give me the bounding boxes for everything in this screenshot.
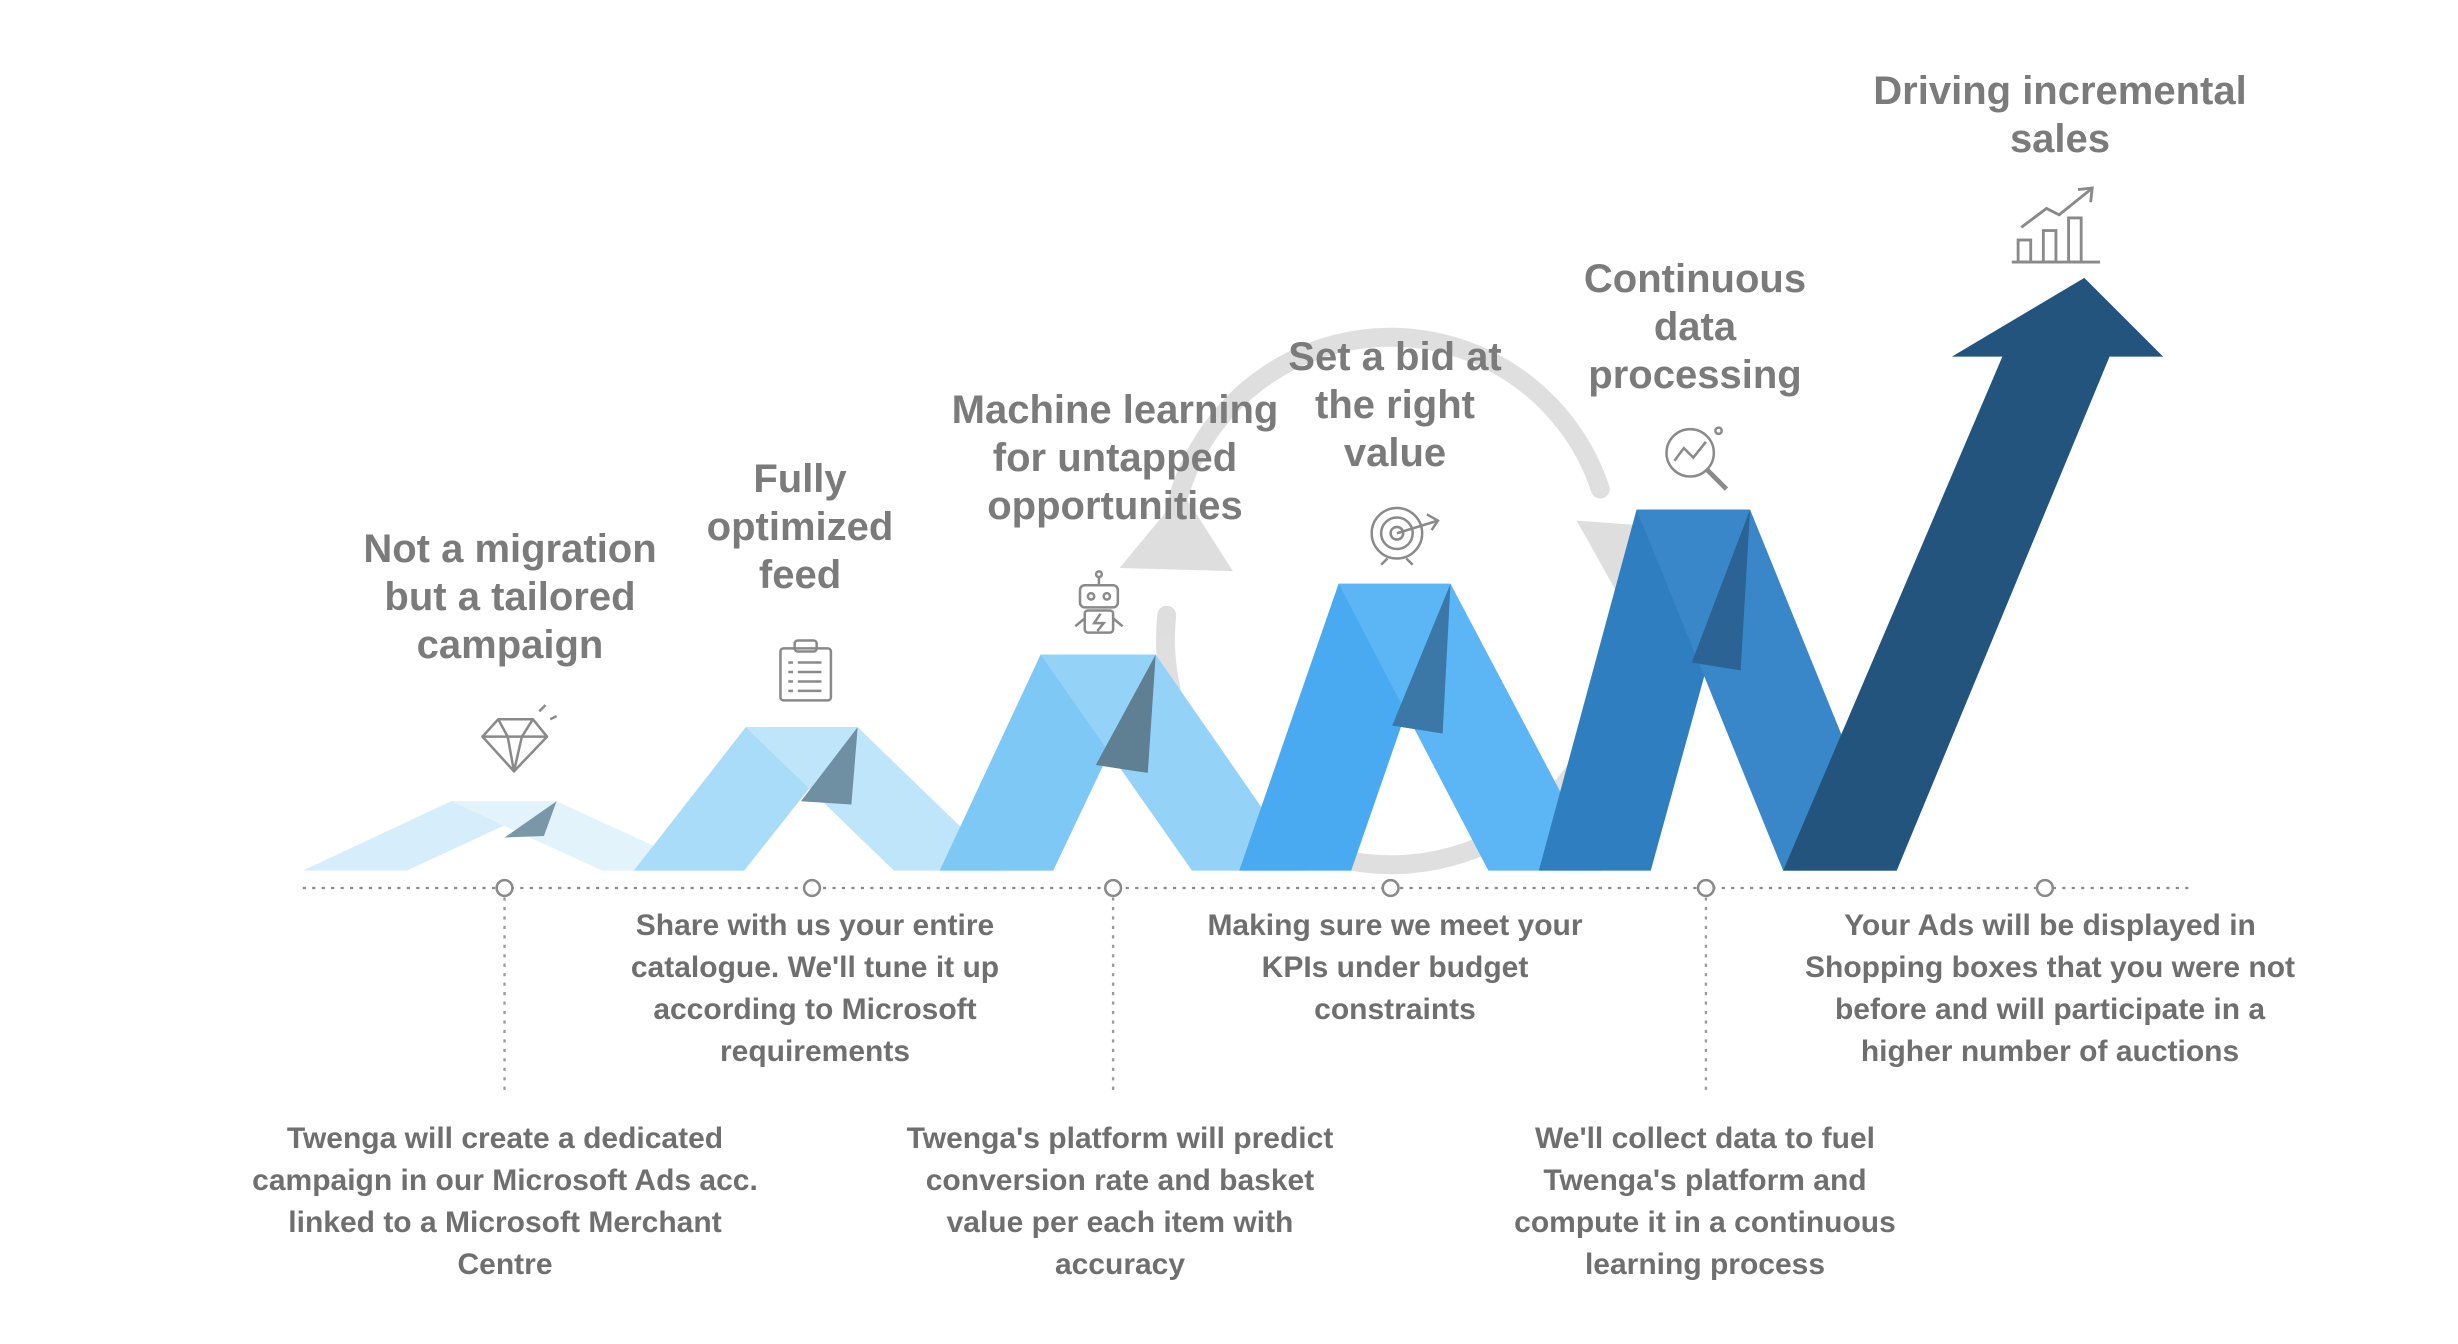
step-5-title: Continuous data processing [1583,257,1807,397]
step-2-title: Fully optimized feed [706,457,894,597]
diamond-icon [481,704,558,773]
magnifier-chart-icon [1665,426,1729,491]
step-4-description: Making sure we meet your KPIs under budg… [1207,909,1583,1026]
step-1-title: Not a migration but a tailored campaign [363,527,657,667]
step-3-zigzag [939,654,1306,871]
step-6-description: Your Ads will be displayed in Shopping b… [1804,909,2296,1068]
timeline-marker-2 [802,878,822,898]
growth-chart-icon [2011,186,2101,264]
step-2-description: Share with us your entire catalogue. We'… [630,909,1000,1068]
timeline-marker-5 [1696,878,1716,898]
clipboard-icon [779,639,833,702]
timeline-marker-6 [2035,878,2055,898]
robot-icon [1074,570,1124,634]
step-2-zigzag [633,727,1006,871]
step-3-description: Twenga's platform will predict conversio… [906,1122,1334,1281]
step-4-title: Set a bid at the right value [1288,335,1502,475]
timeline-markers [495,878,2055,898]
step-5-description: We'll collect data to fuel Twenga's plat… [1514,1122,1896,1281]
step-1-description: Twenga will create a dedicated campaign … [252,1122,758,1281]
timeline-marker-3 [1103,878,1123,898]
step-4-zigzag [1239,583,1602,871]
timeline-marker-1 [495,878,514,898]
step-1-zigzag [302,801,708,871]
step-3-title: Machine learning for untapped opportunit… [951,388,1279,528]
timeline-marker-4 [1381,878,1400,898]
step-6-title: Driving incremental sales [1873,69,2247,161]
target-icon [1370,506,1440,566]
step-6-arrow [1783,277,2164,871]
